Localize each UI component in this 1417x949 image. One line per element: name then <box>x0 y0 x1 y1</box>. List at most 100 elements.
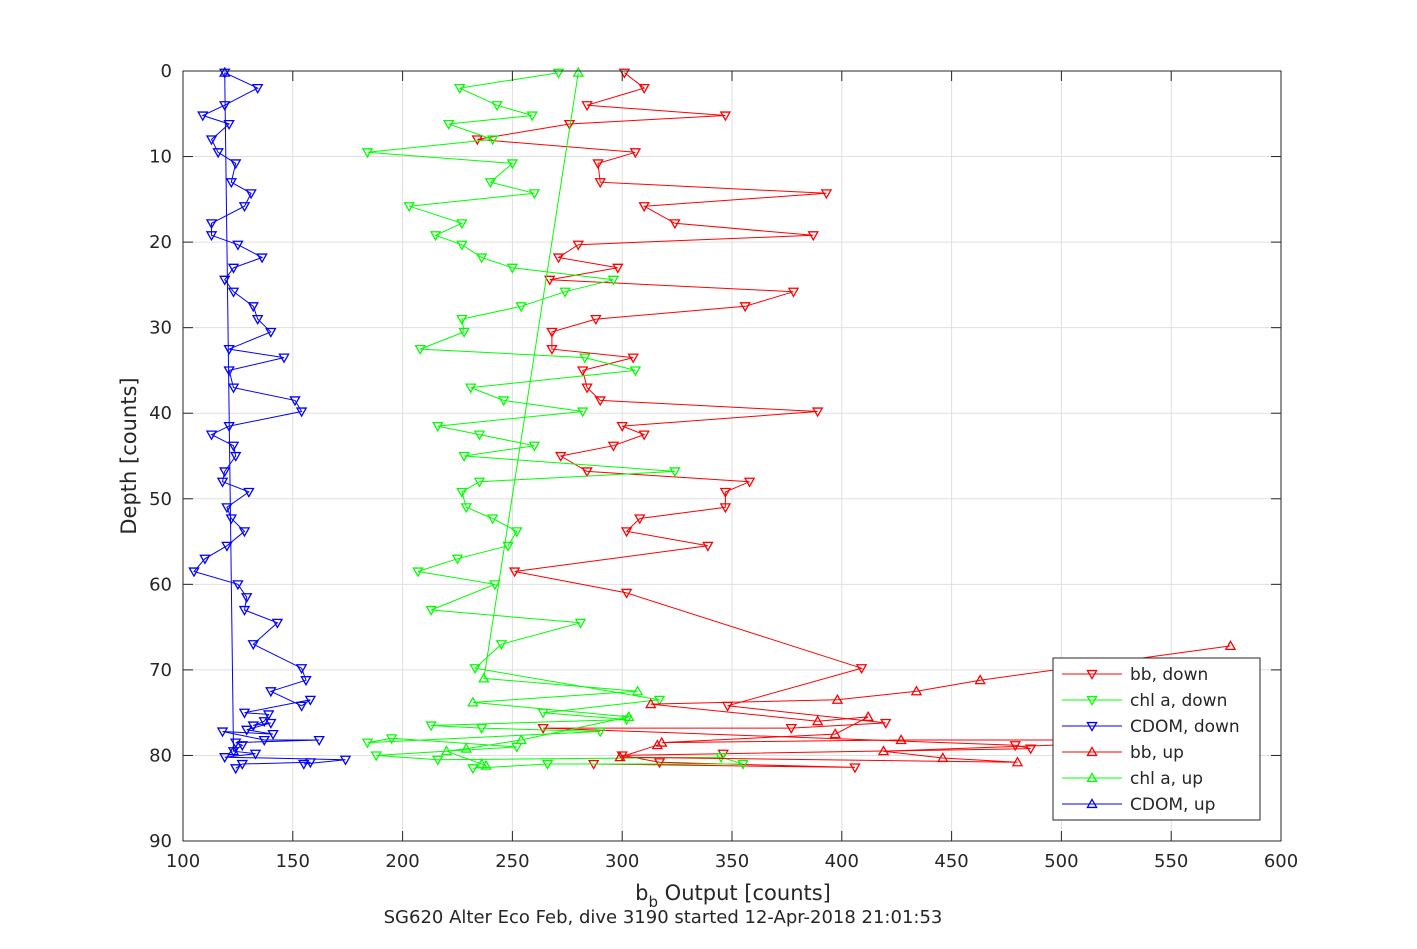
data-point-marker <box>572 66 585 77</box>
x-axis-label-main: b <box>635 881 648 905</box>
data-point-marker <box>620 527 633 538</box>
data-point-marker <box>702 541 714 552</box>
x-axis-label: bb Output [counts] <box>635 881 831 911</box>
data-point-marker <box>265 327 277 338</box>
data-point-marker <box>238 527 251 538</box>
data-point-marker <box>656 736 668 747</box>
data-point-marker <box>587 759 600 770</box>
data-point-marker <box>295 407 308 418</box>
data-point-marker <box>486 135 499 146</box>
series-line <box>477 72 1031 768</box>
data-point-marker <box>304 758 317 769</box>
data-point-marker <box>574 618 587 629</box>
data-point-marker <box>849 763 861 774</box>
data-point-marker <box>607 275 620 286</box>
data-point-marker <box>653 695 666 706</box>
data-point-marker <box>594 178 606 189</box>
ticks: 100 150 200 250 300 350 400 450 500 550 600 0 10 20 30… <box>149 61 1298 872</box>
data-point-marker <box>629 366 642 377</box>
data-point-marker <box>205 219 218 230</box>
data-point-marker <box>623 711 635 722</box>
series-chl-a-down <box>361 68 749 775</box>
legend-label: bb, down <box>1130 665 1208 685</box>
data-point-marker <box>497 396 510 407</box>
data-point-marker <box>473 430 486 441</box>
data-point-marker <box>232 240 244 251</box>
data-point-marker <box>216 477 229 488</box>
data-point-marker <box>480 759 492 770</box>
data-point-marker <box>197 111 209 122</box>
legend-label: bb, up <box>1130 743 1184 763</box>
legend-entry: CDOM, down <box>1062 717 1240 737</box>
data-point-marker <box>831 693 844 704</box>
data-point-marker <box>456 315 468 326</box>
data-point-marker <box>205 430 218 441</box>
data-point-marker <box>715 753 727 764</box>
data-point-marker <box>464 383 477 394</box>
data-point-marker <box>456 240 468 251</box>
data-point-marker <box>576 407 589 418</box>
data-point-marker <box>541 759 554 770</box>
data-point-marker <box>563 119 576 130</box>
data-point-marker <box>467 696 479 707</box>
data-point-marker <box>862 711 874 722</box>
data-point-marker <box>895 734 907 745</box>
data-point-marker <box>820 189 833 200</box>
data-point-marker <box>251 84 264 95</box>
data-point-marker <box>811 715 824 726</box>
data-point-marker <box>212 148 224 159</box>
data-point-marker <box>429 231 442 242</box>
data-point-marker <box>528 189 541 200</box>
data-point-marker <box>719 111 732 122</box>
y-tick-label: 70 <box>149 660 172 681</box>
series-line <box>367 72 744 769</box>
data-point-marker <box>910 685 923 696</box>
data-point-marker <box>432 755 444 766</box>
data-point-marker <box>295 701 308 712</box>
data-point-marker <box>855 664 868 675</box>
data-point-marker <box>361 148 374 159</box>
series-line <box>193 72 346 769</box>
series-chl-a-up <box>440 66 644 770</box>
data-point-marker <box>223 366 235 377</box>
data-point-marker <box>572 240 585 251</box>
data-point-marker <box>440 745 453 756</box>
data-point-marker <box>807 231 819 242</box>
data-point-marker <box>205 135 218 146</box>
legend-entry: bb, up <box>1062 743 1184 763</box>
data-point-marker <box>262 710 275 721</box>
data-point-marker <box>289 396 301 407</box>
data-point-marker <box>829 728 841 739</box>
data-point-marker <box>247 302 259 313</box>
data-point-marker <box>460 742 473 753</box>
x-tick-label: 550 <box>1154 851 1188 872</box>
data-point-marker <box>537 723 549 734</box>
data-point-marker <box>669 219 681 230</box>
data-point-marker <box>495 640 508 651</box>
data-point-marker <box>506 159 519 170</box>
y-tick-label: 30 <box>149 318 172 339</box>
y-tick-label: 10 <box>149 147 172 168</box>
data-point-marker <box>219 753 231 764</box>
data-point-marker <box>1224 640 1237 651</box>
data-point-marker <box>638 430 650 441</box>
legend-entry: chl a, up <box>1062 769 1203 789</box>
data-point-marker <box>515 302 527 313</box>
data-point-marker <box>412 567 424 578</box>
data-point-marker <box>508 567 521 578</box>
data-point-marker <box>227 441 240 452</box>
legend-marker <box>1086 746 1098 757</box>
data-point-marker <box>225 178 238 189</box>
x-tick-label: 450 <box>934 851 968 872</box>
legend-marker <box>1086 798 1098 809</box>
data-point-marker <box>473 477 486 488</box>
data-point-marker <box>581 383 593 394</box>
data-point-marker <box>223 344 235 355</box>
y-tick-label: 0 <box>161 61 172 82</box>
data-point-marker <box>785 723 798 734</box>
data-point-marker <box>229 451 242 462</box>
data-point-marker <box>506 263 519 274</box>
data-point-marker <box>737 759 749 770</box>
series-layer <box>188 66 1237 775</box>
legend-label: chl a, up <box>1130 769 1203 789</box>
